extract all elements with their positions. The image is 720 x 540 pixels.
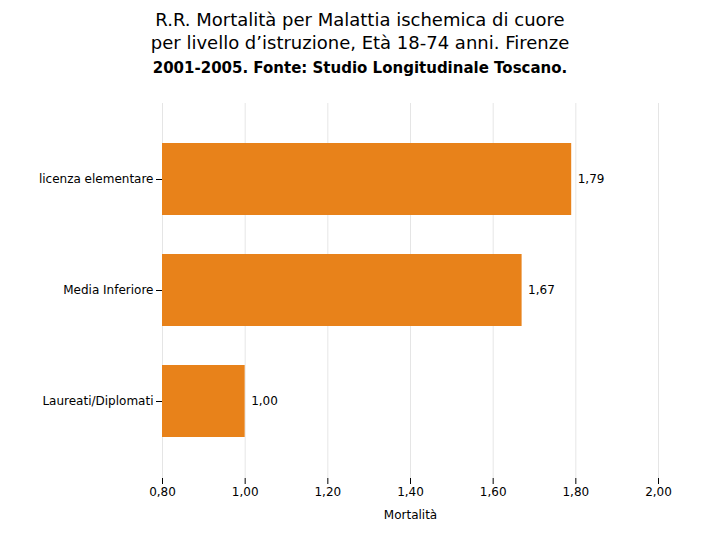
svg-text:1,00: 1,00 <box>232 485 259 499</box>
svg-text:Laureati/Diplomati: Laureati/Diplomati <box>42 394 153 408</box>
svg-text:licenza elementare: licenza elementare <box>39 172 154 186</box>
svg-text:2,00: 2,00 <box>645 485 672 499</box>
svg-text:Media Inferiore: Media Inferiore <box>63 283 153 297</box>
svg-text:1,00: 1,00 <box>251 394 278 408</box>
svg-text:Mortalità: Mortalità <box>384 507 437 521</box>
svg-text:1,80: 1,80 <box>562 485 589 499</box>
svg-text:1,40: 1,40 <box>397 485 424 499</box>
svg-text:1,20: 1,20 <box>314 485 341 499</box>
svg-text:1,60: 1,60 <box>480 485 507 499</box>
html-text:per livello d’istruzione, Età: per livello d’istruzione, Età 18-74 anni… <box>150 32 570 54</box>
html-text:2001-2005. Fonte: Studio Longi: 2001-2005. Fonte: Studio Longitudinale T… <box>152 58 568 77</box>
svg-text:1,79: 1,79 <box>578 172 605 186</box>
html-text:R.R. Mortalità per Malattia is: R.R. Mortalità per Malattia ischemica di… <box>155 9 565 30</box>
svg-text:0,80: 0,80 <box>149 485 176 499</box>
svg-text:1,67: 1,67 <box>528 283 555 297</box>
